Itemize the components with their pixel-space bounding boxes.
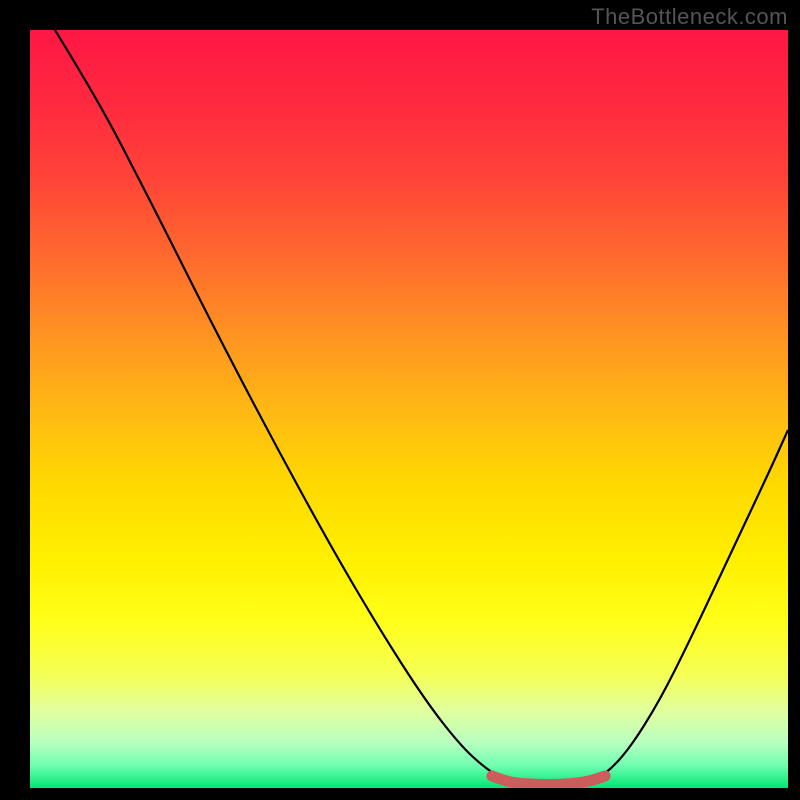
curve-svg xyxy=(30,30,788,788)
bottleneck-curve xyxy=(30,30,788,784)
watermark-text: TheBottleneck.com xyxy=(591,4,788,30)
valley-cap-left xyxy=(487,771,498,782)
valley-marker-line xyxy=(492,776,605,785)
valley-cap-right xyxy=(600,771,611,782)
plot-area xyxy=(30,30,788,788)
